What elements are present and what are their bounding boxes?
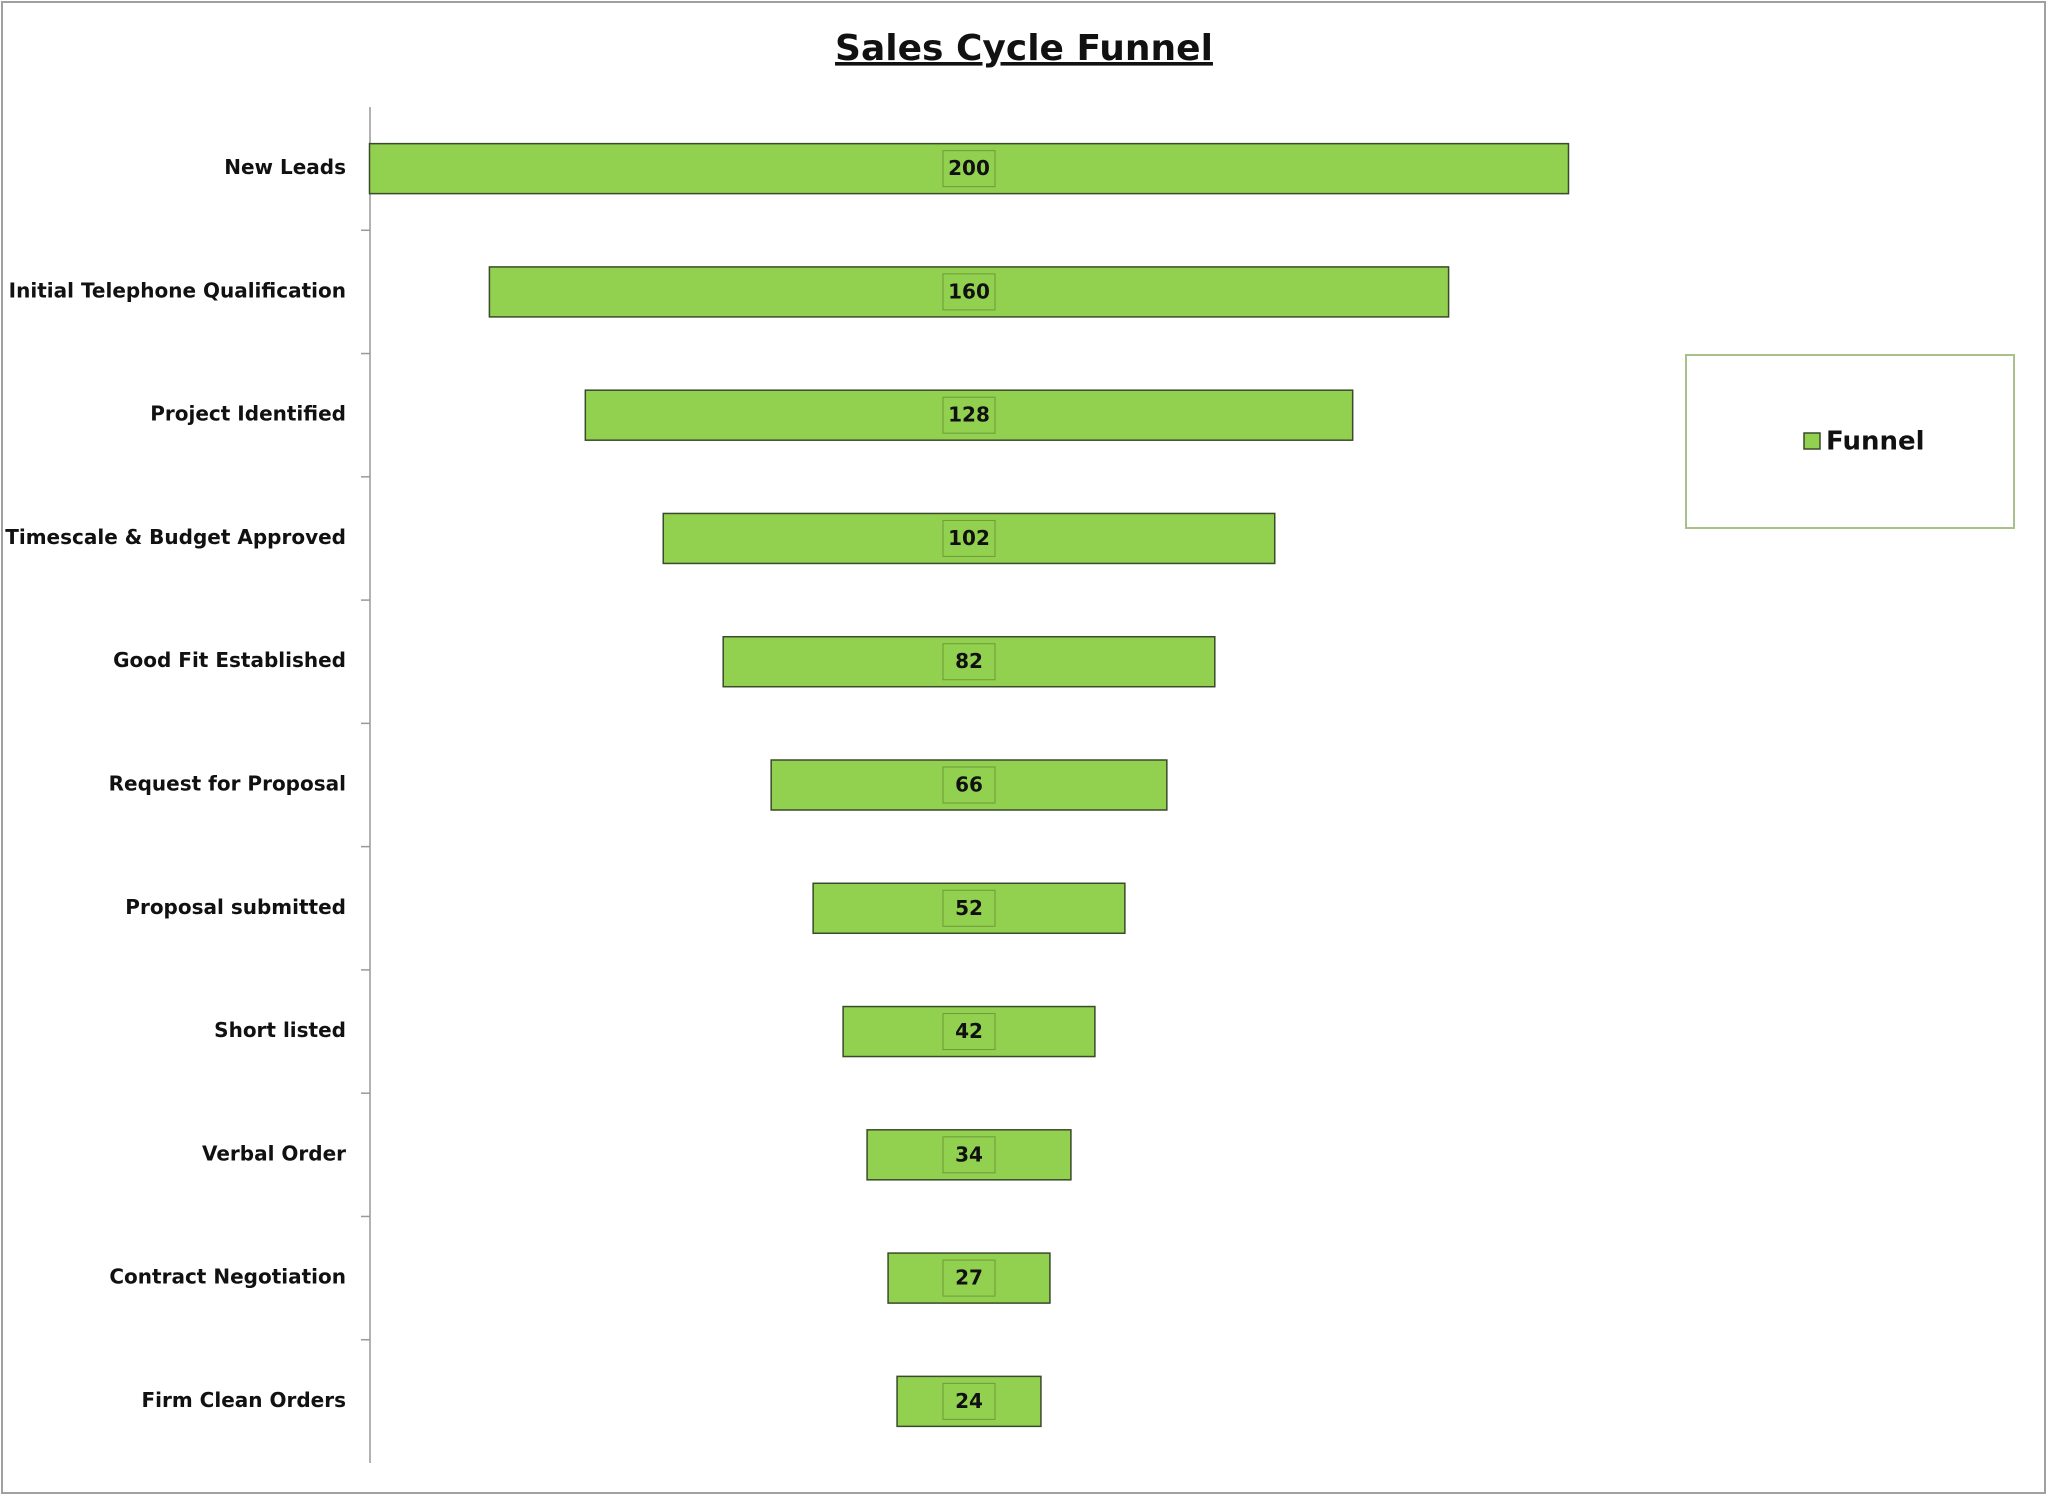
value-label-box [942, 1013, 996, 1051]
category-label: Firm Clean Orders [142, 1388, 347, 1412]
category-label: Proposal submitted [125, 895, 346, 919]
value-label-box [942, 889, 996, 927]
value-label-box [942, 766, 996, 804]
category-label: Request for Proposal [109, 772, 346, 796]
value-label: 42 [955, 1019, 983, 1043]
category-label: Good Fit Established [113, 648, 346, 672]
funnel-bar [488, 266, 1450, 318]
value-label: 102 [948, 526, 990, 550]
legend-label: Funnel [1826, 427, 1925, 457]
value-label-box [942, 1136, 996, 1174]
funnel-bar [722, 635, 1216, 688]
value-label: 160 [948, 279, 990, 303]
value-label: 34 [955, 1142, 983, 1166]
funnel-bar [770, 759, 1168, 811]
category-label: Verbal Order [202, 1141, 346, 1165]
legend-box [1685, 354, 2015, 529]
funnel-bar [842, 1005, 1096, 1058]
value-label: 52 [955, 896, 983, 920]
category-label: New Leads [224, 155, 346, 179]
value-label-box [942, 150, 996, 188]
funnel-bar [368, 142, 1570, 195]
funnel-bar [812, 882, 1126, 935]
value-label-box [942, 1259, 996, 1297]
value-label-box [942, 1382, 996, 1420]
value-label: 24 [955, 1389, 983, 1413]
funnel-bar [866, 1129, 1072, 1181]
funnel-bar [584, 389, 1354, 441]
value-label: 128 [948, 403, 990, 427]
category-label: Short listed [214, 1018, 346, 1042]
value-label-box [942, 396, 996, 434]
value-label: 200 [948, 156, 990, 180]
value-label-box [942, 273, 996, 311]
value-label: 27 [955, 1266, 983, 1290]
category-label: Project Identified [150, 402, 346, 426]
funnel-bar [662, 512, 1276, 565]
value-label: 66 [955, 773, 983, 797]
category-label: Contract Negotiation [109, 1265, 346, 1289]
chart-title: Sales Cycle Funnel [835, 28, 1213, 69]
legend-swatch [1803, 432, 1821, 450]
category-label: Initial Telephone Qualification [9, 278, 346, 302]
value-label: 82 [955, 649, 983, 673]
funnel-bar [896, 1375, 1042, 1428]
value-label-box [942, 519, 996, 557]
category-label: Timescale & Budget Approved [5, 525, 346, 549]
funnel-bar [887, 1252, 1051, 1304]
value-label-box [942, 643, 996, 681]
